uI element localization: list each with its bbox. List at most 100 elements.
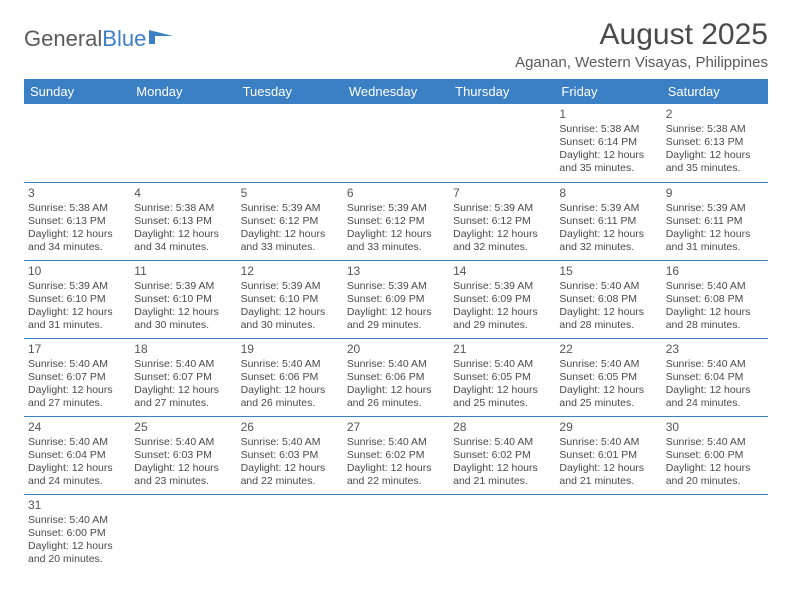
- day-header: Thursday: [449, 79, 555, 104]
- calendar-day-cell: 13Sunrise: 5:39 AMSunset: 6:09 PMDayligh…: [343, 260, 449, 338]
- daylight-line: Daylight: 12 hours and 34 minutes.: [28, 228, 126, 254]
- daylight-line: Daylight: 12 hours and 20 minutes.: [666, 462, 764, 488]
- calendar-day-cell: 6Sunrise: 5:39 AMSunset: 6:12 PMDaylight…: [343, 182, 449, 260]
- sunset-line: Sunset: 6:07 PM: [28, 371, 126, 384]
- sunrise-line: Sunrise: 5:39 AM: [134, 280, 232, 293]
- calendar-empty-cell: [130, 104, 236, 182]
- sunrise-line: Sunrise: 5:40 AM: [453, 358, 551, 371]
- sunset-line: Sunset: 6:12 PM: [453, 215, 551, 228]
- daylight-line: Daylight: 12 hours and 32 minutes.: [453, 228, 551, 254]
- day-number: 10: [28, 264, 126, 279]
- daylight-line: Daylight: 12 hours and 29 minutes.: [347, 306, 445, 332]
- sunset-line: Sunset: 6:12 PM: [347, 215, 445, 228]
- sunrise-line: Sunrise: 5:39 AM: [347, 280, 445, 293]
- sunset-line: Sunset: 6:09 PM: [453, 293, 551, 306]
- daylight-line: Daylight: 12 hours and 31 minutes.: [28, 306, 126, 332]
- daylight-line: Daylight: 12 hours and 27 minutes.: [134, 384, 232, 410]
- sunrise-line: Sunrise: 5:40 AM: [347, 358, 445, 371]
- sunset-line: Sunset: 6:02 PM: [453, 449, 551, 462]
- day-number: 2: [666, 107, 764, 122]
- day-number: 29: [559, 420, 657, 435]
- daylight-line: Daylight: 12 hours and 20 minutes.: [28, 540, 126, 566]
- sunrise-line: Sunrise: 5:38 AM: [28, 202, 126, 215]
- sunset-line: Sunset: 6:01 PM: [559, 449, 657, 462]
- sunset-line: Sunset: 6:10 PM: [134, 293, 232, 306]
- sunrise-line: Sunrise: 5:40 AM: [28, 358, 126, 371]
- location-label: Aganan, Western Visayas, Philippines: [515, 54, 768, 71]
- title-block: August 2025 Aganan, Western Visayas, Phi…: [515, 18, 768, 77]
- sunrise-line: Sunrise: 5:38 AM: [559, 123, 657, 136]
- day-header: Monday: [130, 79, 236, 104]
- calendar-day-cell: 7Sunrise: 5:39 AMSunset: 6:12 PMDaylight…: [449, 182, 555, 260]
- day-number: 25: [134, 420, 232, 435]
- sunrise-line: Sunrise: 5:40 AM: [241, 358, 339, 371]
- calendar-body: 1Sunrise: 5:38 AMSunset: 6:14 PMDaylight…: [24, 104, 768, 572]
- sunset-line: Sunset: 6:13 PM: [28, 215, 126, 228]
- calendar-day-cell: 27Sunrise: 5:40 AMSunset: 6:02 PMDayligh…: [343, 416, 449, 494]
- calendar-day-cell: 26Sunrise: 5:40 AMSunset: 6:03 PMDayligh…: [237, 416, 343, 494]
- sunrise-line: Sunrise: 5:38 AM: [666, 123, 764, 136]
- sunrise-line: Sunrise: 5:40 AM: [666, 436, 764, 449]
- daylight-line: Daylight: 12 hours and 30 minutes.: [134, 306, 232, 332]
- calendar-week-row: 31Sunrise: 5:40 AMSunset: 6:00 PMDayligh…: [24, 494, 768, 572]
- daylight-line: Daylight: 12 hours and 22 minutes.: [347, 462, 445, 488]
- sunrise-line: Sunrise: 5:40 AM: [666, 280, 764, 293]
- daylight-line: Daylight: 12 hours and 23 minutes.: [134, 462, 232, 488]
- day-number: 26: [241, 420, 339, 435]
- calendar-day-cell: 31Sunrise: 5:40 AMSunset: 6:00 PMDayligh…: [24, 494, 130, 572]
- calendar-empty-cell: [449, 494, 555, 572]
- calendar-day-cell: 4Sunrise: 5:38 AMSunset: 6:13 PMDaylight…: [130, 182, 236, 260]
- daylight-line: Daylight: 12 hours and 35 minutes.: [666, 149, 764, 175]
- calendar-day-cell: 8Sunrise: 5:39 AMSunset: 6:11 PMDaylight…: [555, 182, 661, 260]
- calendar-week-row: 1Sunrise: 5:38 AMSunset: 6:14 PMDaylight…: [24, 104, 768, 182]
- sunset-line: Sunset: 6:05 PM: [559, 371, 657, 384]
- sunset-line: Sunset: 6:09 PM: [347, 293, 445, 306]
- daylight-line: Daylight: 12 hours and 26 minutes.: [347, 384, 445, 410]
- sunset-line: Sunset: 6:08 PM: [666, 293, 764, 306]
- day-number: 3: [28, 186, 126, 201]
- calendar-day-cell: 14Sunrise: 5:39 AMSunset: 6:09 PMDayligh…: [449, 260, 555, 338]
- day-number: 31: [28, 498, 126, 513]
- sunset-line: Sunset: 6:08 PM: [559, 293, 657, 306]
- daylight-line: Daylight: 12 hours and 31 minutes.: [666, 228, 764, 254]
- calendar-empty-cell: [662, 494, 768, 572]
- sunset-line: Sunset: 6:05 PM: [453, 371, 551, 384]
- sunrise-line: Sunrise: 5:39 AM: [453, 280, 551, 293]
- day-number: 17: [28, 342, 126, 357]
- logo: GeneralBlue: [24, 18, 175, 52]
- sunrise-line: Sunrise: 5:39 AM: [241, 280, 339, 293]
- page-title: August 2025: [515, 18, 768, 52]
- calendar-day-cell: 28Sunrise: 5:40 AMSunset: 6:02 PMDayligh…: [449, 416, 555, 494]
- day-number: 30: [666, 420, 764, 435]
- day-number: 1: [559, 107, 657, 122]
- calendar-day-cell: 22Sunrise: 5:40 AMSunset: 6:05 PMDayligh…: [555, 338, 661, 416]
- calendar-day-cell: 30Sunrise: 5:40 AMSunset: 6:00 PMDayligh…: [662, 416, 768, 494]
- sunset-line: Sunset: 6:03 PM: [241, 449, 339, 462]
- day-number: 12: [241, 264, 339, 279]
- sunrise-line: Sunrise: 5:40 AM: [347, 436, 445, 449]
- daylight-line: Daylight: 12 hours and 29 minutes.: [453, 306, 551, 332]
- sunset-line: Sunset: 6:04 PM: [28, 449, 126, 462]
- calendar-empty-cell: [237, 494, 343, 572]
- calendar-day-cell: 20Sunrise: 5:40 AMSunset: 6:06 PMDayligh…: [343, 338, 449, 416]
- day-header: Saturday: [662, 79, 768, 104]
- daylight-line: Daylight: 12 hours and 21 minutes.: [453, 462, 551, 488]
- sunrise-line: Sunrise: 5:40 AM: [559, 280, 657, 293]
- day-number: 5: [241, 186, 339, 201]
- sunset-line: Sunset: 6:06 PM: [241, 371, 339, 384]
- calendar-table: SundayMondayTuesdayWednesdayThursdayFrid…: [24, 79, 768, 572]
- sunrise-line: Sunrise: 5:38 AM: [134, 202, 232, 215]
- day-number: 15: [559, 264, 657, 279]
- sunrise-line: Sunrise: 5:40 AM: [453, 436, 551, 449]
- day-header: Tuesday: [237, 79, 343, 104]
- day-number: 19: [241, 342, 339, 357]
- sunset-line: Sunset: 6:04 PM: [666, 371, 764, 384]
- sunrise-line: Sunrise: 5:39 AM: [28, 280, 126, 293]
- calendar-empty-cell: [449, 104, 555, 182]
- day-number: 8: [559, 186, 657, 201]
- calendar-empty-cell: [343, 104, 449, 182]
- daylight-line: Daylight: 12 hours and 33 minutes.: [241, 228, 339, 254]
- sunrise-line: Sunrise: 5:39 AM: [241, 202, 339, 215]
- day-number: 20: [347, 342, 445, 357]
- calendar-day-cell: 15Sunrise: 5:40 AMSunset: 6:08 PMDayligh…: [555, 260, 661, 338]
